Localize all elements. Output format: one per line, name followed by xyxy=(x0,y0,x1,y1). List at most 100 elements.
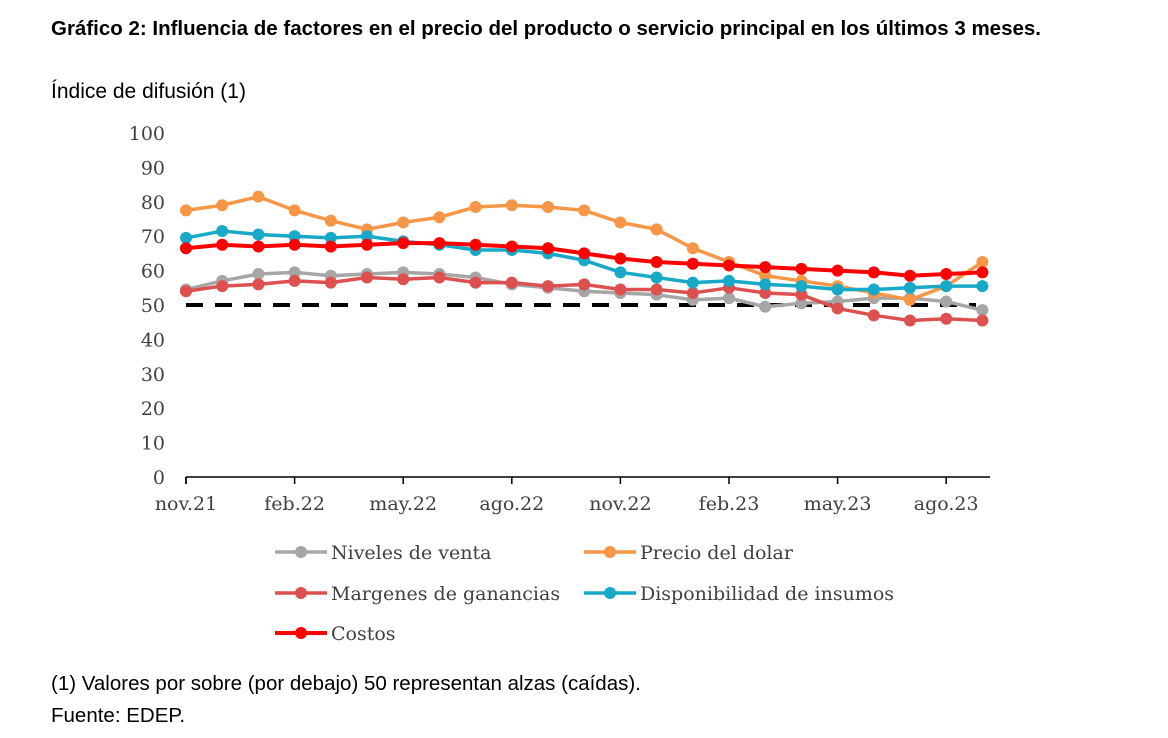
legend: Niveles de venta Precio del dolar Margenes… xyxy=(275,542,894,645)
data-point xyxy=(759,286,772,299)
data-point xyxy=(614,252,627,265)
data-point xyxy=(397,273,410,286)
data-point xyxy=(831,264,844,277)
data-point xyxy=(288,238,301,251)
data-point xyxy=(904,314,916,327)
y-tick-label: 100 xyxy=(129,123,165,145)
data-point xyxy=(578,247,591,260)
data-point xyxy=(831,302,844,315)
data-point xyxy=(976,280,989,293)
x-tick-label: nov.22 xyxy=(589,493,651,515)
data-point xyxy=(976,266,989,279)
footnote: (1) Valores por sobre (por debajo) 50 re… xyxy=(51,672,641,695)
data-point xyxy=(216,225,229,238)
data-point xyxy=(686,242,699,255)
data-point xyxy=(723,292,735,305)
data-point xyxy=(288,230,301,243)
data-point xyxy=(180,285,192,298)
data-point xyxy=(542,242,554,255)
legend-marker xyxy=(604,587,616,599)
data-point xyxy=(686,286,699,299)
data-point xyxy=(216,238,229,251)
data-point xyxy=(180,204,192,217)
data-point xyxy=(288,204,301,217)
data-point xyxy=(795,288,808,301)
data-point xyxy=(976,304,989,317)
data-point xyxy=(216,199,229,212)
legend-label: Niveles de venta xyxy=(331,542,491,564)
data-point xyxy=(831,283,844,296)
data-point xyxy=(505,199,518,212)
data-point xyxy=(940,312,953,325)
data-point xyxy=(361,238,373,251)
data-point xyxy=(795,280,808,293)
legend-marker xyxy=(295,546,307,558)
data-point xyxy=(614,216,627,229)
data-point xyxy=(976,256,989,268)
data-point xyxy=(397,216,410,229)
data-point xyxy=(759,269,772,282)
y-tick-label: 50 xyxy=(141,295,165,317)
y-tick-label: 10 xyxy=(141,433,165,455)
data-point xyxy=(686,257,699,270)
data-point xyxy=(252,268,265,281)
data-point xyxy=(867,266,880,279)
y-axis: 0 10 20 30 40 50 60 70 80 90 100 xyxy=(129,123,165,489)
data-point xyxy=(361,271,373,284)
data-point xyxy=(650,271,663,284)
data-point xyxy=(288,274,301,287)
x-tick-label: feb.23 xyxy=(699,493,760,515)
legend-label: Margenes de ganancias xyxy=(331,583,560,605)
data-point xyxy=(324,240,337,253)
data-point xyxy=(867,309,880,322)
data-point xyxy=(723,259,735,272)
data-point xyxy=(397,237,410,250)
series-layer xyxy=(180,190,989,327)
data-point xyxy=(650,283,663,296)
legend-item: Margenes de ganancias xyxy=(275,583,560,605)
data-point xyxy=(650,256,663,268)
y-tick-label: 30 xyxy=(141,364,165,386)
data-point xyxy=(361,230,373,243)
data-point xyxy=(795,262,808,275)
data-point xyxy=(940,280,953,293)
data-point xyxy=(252,190,265,203)
data-point xyxy=(795,297,808,310)
x-tick-label: feb.22 xyxy=(264,493,325,515)
data-point xyxy=(578,204,591,217)
data-point xyxy=(180,242,192,255)
data-point xyxy=(324,276,337,289)
data-point xyxy=(469,276,482,289)
legend-item: Costos xyxy=(275,623,396,645)
data-point xyxy=(904,281,916,294)
data-point xyxy=(867,283,880,296)
data-point xyxy=(433,211,446,224)
chart-title: Gráfico 2: Influencia de factores en el … xyxy=(51,17,1041,40)
data-point xyxy=(324,231,337,244)
x-axis: nov.21 feb.22 may.22 ago.22 nov.22 feb.23 may.… xyxy=(155,476,990,515)
data-point xyxy=(542,200,554,213)
data-point xyxy=(614,283,627,296)
y-tick-label: 40 xyxy=(141,329,165,351)
data-point xyxy=(252,278,265,291)
data-point xyxy=(252,228,265,241)
y-tick-label: 80 xyxy=(141,192,165,214)
data-point xyxy=(288,266,301,279)
data-point xyxy=(252,240,265,253)
y-tick-label: 60 xyxy=(141,261,165,283)
data-point xyxy=(505,240,518,253)
series-margenes-de-ganancias xyxy=(180,271,989,327)
data-point xyxy=(686,276,699,289)
legend-label: Disponibilidad de insumos xyxy=(640,583,894,605)
data-point xyxy=(940,295,953,308)
legend-item: Disponibilidad de insumos xyxy=(584,583,894,605)
data-point xyxy=(505,276,518,289)
data-point xyxy=(650,223,663,236)
data-point xyxy=(904,293,916,306)
data-point xyxy=(180,231,192,244)
data-point xyxy=(433,271,446,284)
x-tick-label: may.22 xyxy=(369,493,437,515)
legend-label: Costos xyxy=(331,623,396,645)
legend-item: Precio del dolar xyxy=(584,542,794,564)
